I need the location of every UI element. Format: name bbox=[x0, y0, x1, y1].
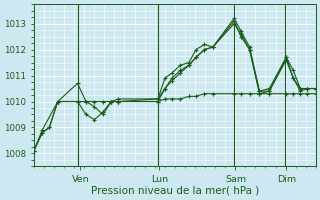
X-axis label: Pression niveau de la mer( hPa ): Pression niveau de la mer( hPa ) bbox=[91, 186, 259, 196]
